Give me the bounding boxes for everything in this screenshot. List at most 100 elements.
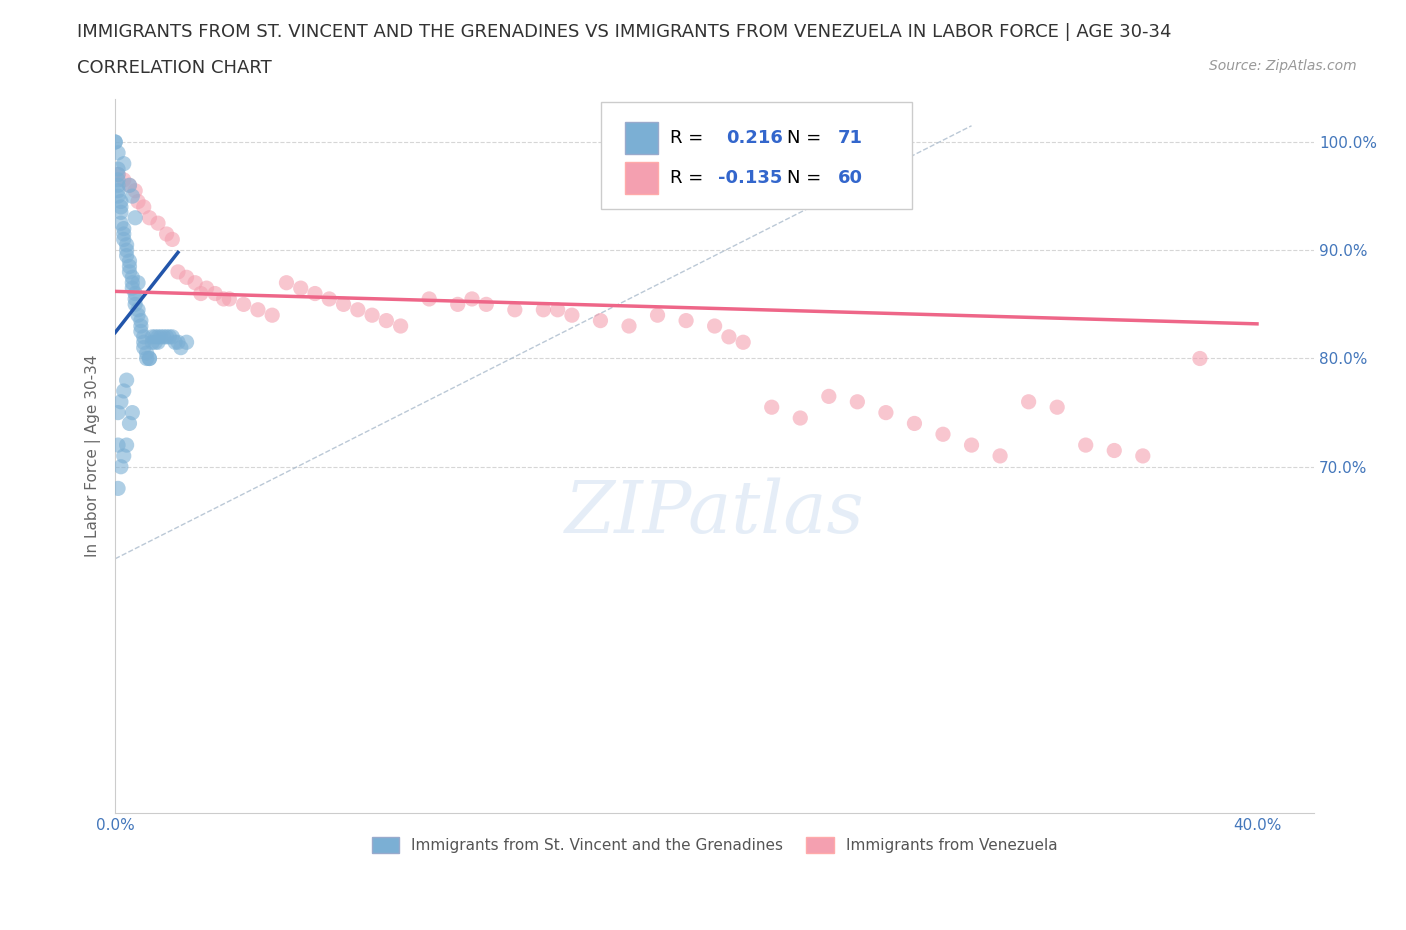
Point xyxy=(132,335,155,350)
Point xyxy=(118,254,141,269)
Point xyxy=(617,319,640,334)
Point xyxy=(647,308,669,323)
Point xyxy=(107,145,129,160)
Point xyxy=(112,383,135,398)
Point xyxy=(118,178,141,193)
Point xyxy=(112,227,135,242)
Point xyxy=(107,167,129,182)
Point xyxy=(121,405,143,420)
Point xyxy=(903,416,925,431)
Point xyxy=(1074,438,1097,453)
Point xyxy=(121,189,143,204)
Point xyxy=(112,448,135,463)
Point xyxy=(107,481,129,496)
Text: Source: ZipAtlas.com: Source: ZipAtlas.com xyxy=(1209,59,1357,73)
Point xyxy=(475,297,498,312)
Text: 60: 60 xyxy=(838,169,863,187)
Point xyxy=(1046,400,1069,415)
Point xyxy=(115,438,138,453)
Point xyxy=(112,172,135,187)
Text: 71: 71 xyxy=(838,129,863,147)
Point xyxy=(332,297,354,312)
Point xyxy=(124,291,146,306)
Point xyxy=(110,216,132,231)
Point xyxy=(132,329,155,344)
Point xyxy=(675,313,697,328)
Point xyxy=(717,329,740,344)
Point xyxy=(1188,351,1211,365)
Point xyxy=(290,281,312,296)
Point xyxy=(218,291,240,306)
Point xyxy=(155,227,177,242)
Legend: Immigrants from St. Vincent and the Grenadines, Immigrants from Venezuela: Immigrants from St. Vincent and the Gren… xyxy=(366,830,1064,859)
Point xyxy=(165,335,187,350)
Point xyxy=(115,373,138,388)
Point xyxy=(118,178,141,193)
Point xyxy=(135,346,157,361)
Point xyxy=(129,324,152,339)
Point xyxy=(418,291,440,306)
Point xyxy=(107,438,129,453)
Point xyxy=(132,340,155,355)
Point xyxy=(733,335,755,350)
Y-axis label: In Labor Force | Age 30-34: In Labor Force | Age 30-34 xyxy=(86,354,101,557)
Point xyxy=(127,194,149,209)
Point xyxy=(531,302,554,317)
Point xyxy=(988,448,1011,463)
Point xyxy=(276,275,298,290)
Point xyxy=(127,275,149,290)
Text: N =: N = xyxy=(786,169,821,187)
Text: R =: R = xyxy=(671,129,703,147)
Point xyxy=(129,313,152,328)
Point xyxy=(115,243,138,258)
Point xyxy=(304,286,326,301)
Text: R =: R = xyxy=(671,169,703,187)
Point xyxy=(135,351,157,365)
Point xyxy=(118,259,141,274)
Point xyxy=(143,329,166,344)
Point xyxy=(346,302,368,317)
Point xyxy=(1132,448,1154,463)
Point xyxy=(110,459,132,474)
Point xyxy=(127,302,149,317)
Text: N =: N = xyxy=(786,129,821,147)
Point xyxy=(262,308,284,323)
Point xyxy=(159,329,181,344)
Point xyxy=(143,335,166,350)
Point xyxy=(503,302,526,317)
Point xyxy=(176,270,198,285)
Point xyxy=(118,264,141,279)
Point xyxy=(162,329,184,344)
Point xyxy=(817,389,839,404)
Point xyxy=(932,427,955,442)
Point xyxy=(127,308,149,323)
Point xyxy=(204,286,226,301)
Point xyxy=(107,167,129,182)
Point xyxy=(110,394,132,409)
Point xyxy=(155,329,177,344)
Text: CORRELATION CHART: CORRELATION CHART xyxy=(77,59,273,76)
Point xyxy=(115,237,138,252)
Point xyxy=(170,340,193,355)
Point xyxy=(561,308,583,323)
FancyBboxPatch shape xyxy=(624,122,658,153)
Point xyxy=(121,270,143,285)
Point xyxy=(118,416,141,431)
Point xyxy=(124,297,146,312)
Point xyxy=(115,248,138,263)
Point xyxy=(184,275,207,290)
Point xyxy=(846,394,869,409)
Point xyxy=(212,291,235,306)
Point xyxy=(104,135,127,150)
Point xyxy=(107,405,129,420)
Point xyxy=(960,438,983,453)
Point xyxy=(375,313,398,328)
Point xyxy=(162,232,184,246)
Point xyxy=(152,329,174,344)
Point xyxy=(132,200,155,215)
Text: -0.135: -0.135 xyxy=(718,169,783,187)
Point xyxy=(141,329,163,344)
Point xyxy=(246,302,269,317)
Point xyxy=(146,335,169,350)
Point xyxy=(138,210,160,225)
